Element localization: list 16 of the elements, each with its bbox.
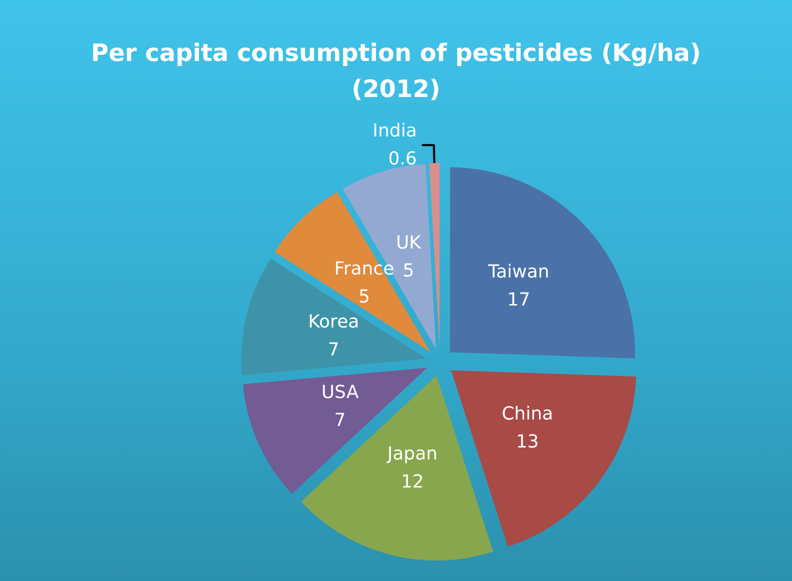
- slice-label: Japan: [386, 443, 438, 464]
- data-label: 12: [400, 471, 424, 492]
- data-label: 5: [358, 286, 370, 308]
- slice-label: India: [372, 120, 417, 142]
- data-label: 13: [516, 431, 539, 452]
- data-label: 7: [328, 339, 340, 360]
- slice-label: Taiwan: [487, 261, 550, 282]
- slice-label: UK: [396, 232, 422, 254]
- slice-label: USA: [321, 382, 360, 404]
- data-label: 17: [507, 289, 530, 310]
- data-label: 5: [402, 260, 414, 282]
- slice-label: China: [502, 403, 554, 424]
- data-label: 0.6: [388, 148, 417, 170]
- data-label: 7: [334, 410, 346, 432]
- chart-title: Per capita consumption of pesticides (Kg/ha) (2012): [91, 39, 701, 103]
- slice-label: Korea: [308, 311, 360, 332]
